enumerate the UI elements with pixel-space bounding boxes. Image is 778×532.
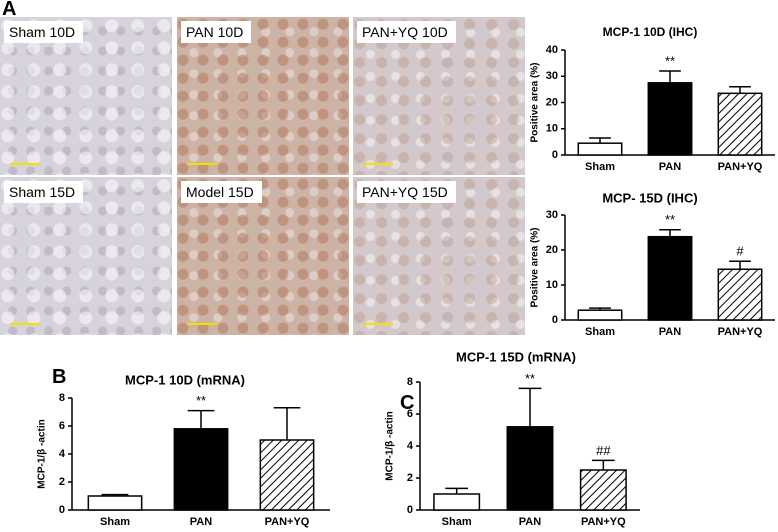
x-tick-label: PAN: [659, 326, 681, 338]
x-tick-label: PAN+YQ: [718, 326, 763, 338]
scale-bar: [363, 163, 393, 165]
panel-label: B: [52, 366, 67, 388]
y-tick-label: 20: [546, 96, 558, 108]
x-tick-label: PAN: [659, 161, 681, 173]
bar: [579, 469, 627, 511]
significance-mark: #: [736, 244, 744, 259]
micrograph-label: PAN+YQ 15D: [357, 181, 456, 203]
bar: [577, 142, 623, 156]
chart-title: MCP-1 10D (mRNA): [125, 372, 245, 387]
x-tick-label: Sham: [442, 516, 472, 528]
y-tick-label: 30: [546, 70, 558, 82]
significance-mark: ##: [596, 443, 611, 458]
micrograph-label: PAN+YQ 10D: [357, 21, 456, 43]
scale-bar: [187, 323, 217, 325]
y-axis-label: Positive area (%): [530, 62, 541, 142]
y-axis-label: Positive area (%): [530, 227, 541, 307]
y-axis-label: MCP-1/β -actin: [385, 411, 396, 480]
x-tick-label: PAN+YQ: [581, 516, 626, 528]
micrograph-label: Model 15D: [181, 181, 262, 203]
bar: [647, 82, 693, 156]
y-tick-label: 40: [546, 44, 558, 56]
micrograph-label: Sham 15D: [4, 181, 84, 203]
significance-mark: **: [196, 393, 206, 408]
micrograph-label: PAN 10D: [181, 21, 252, 43]
x-tick-label: Sham: [100, 516, 130, 528]
bar: [717, 92, 763, 156]
panel-label: C: [400, 392, 415, 414]
bar: [717, 268, 763, 321]
scale-bar: [187, 163, 217, 165]
micrograph: Sham 10D: [0, 17, 172, 175]
significance-mark: **: [525, 371, 535, 386]
y-tick-label: 8: [407, 376, 413, 388]
chart-title: MCP- 15D (IHC): [602, 190, 697, 205]
x-tick-label: PAN: [190, 516, 212, 528]
panel-label: A: [2, 0, 17, 20]
y-tick-label: 6: [407, 408, 413, 420]
scale-bar: [10, 323, 40, 325]
y-tick-label: 20: [546, 244, 558, 256]
significance-mark: **: [665, 53, 675, 68]
y-axis-label: MCP-1/β -actin: [37, 419, 48, 488]
y-tick-label: 0: [552, 149, 558, 161]
x-tick-label: PAN: [519, 516, 541, 528]
chart-title: MCP-1 15D (mRNA): [456, 349, 576, 364]
x-tick-label: PAN+YQ: [718, 161, 763, 173]
y-tick-label: 10: [546, 123, 558, 135]
y-tick-label: 30: [546, 209, 558, 221]
bar: [173, 428, 229, 511]
bar: [259, 439, 315, 511]
micrograph: Sham 15D: [0, 177, 172, 335]
bar: [647, 235, 693, 321]
x-tick-label: PAN+YQ: [265, 516, 310, 528]
x-tick-label: Sham: [585, 326, 615, 338]
bar: [577, 309, 623, 321]
y-tick-label: 2: [407, 472, 413, 484]
x-tick-label: Sham: [585, 161, 615, 173]
micrograph-label: Sham 10D: [4, 21, 84, 43]
y-tick-label: 10: [546, 279, 558, 291]
micrograph: PAN+YQ 15D: [353, 177, 525, 335]
significance-mark: **: [665, 212, 675, 227]
bar: [506, 426, 554, 511]
chart-title: MCP-1 10D (IHC): [603, 25, 698, 39]
bar: [87, 495, 143, 511]
micrograph: Model 15D: [177, 177, 349, 335]
bar: [433, 493, 481, 511]
y-tick-label: 0: [59, 504, 65, 516]
micrograph: PAN+YQ 10D: [353, 17, 525, 175]
y-tick-label: 2: [59, 476, 65, 488]
y-tick-label: 6: [59, 420, 65, 432]
micrograph: PAN 10D: [177, 17, 349, 175]
y-tick-label: 4: [59, 448, 66, 460]
y-tick-label: 4: [407, 440, 414, 452]
y-tick-label: 8: [59, 392, 65, 404]
scale-bar: [10, 163, 40, 165]
scale-bar: [363, 323, 393, 325]
y-tick-label: 0: [552, 314, 558, 326]
y-tick-label: 0: [407, 504, 413, 516]
